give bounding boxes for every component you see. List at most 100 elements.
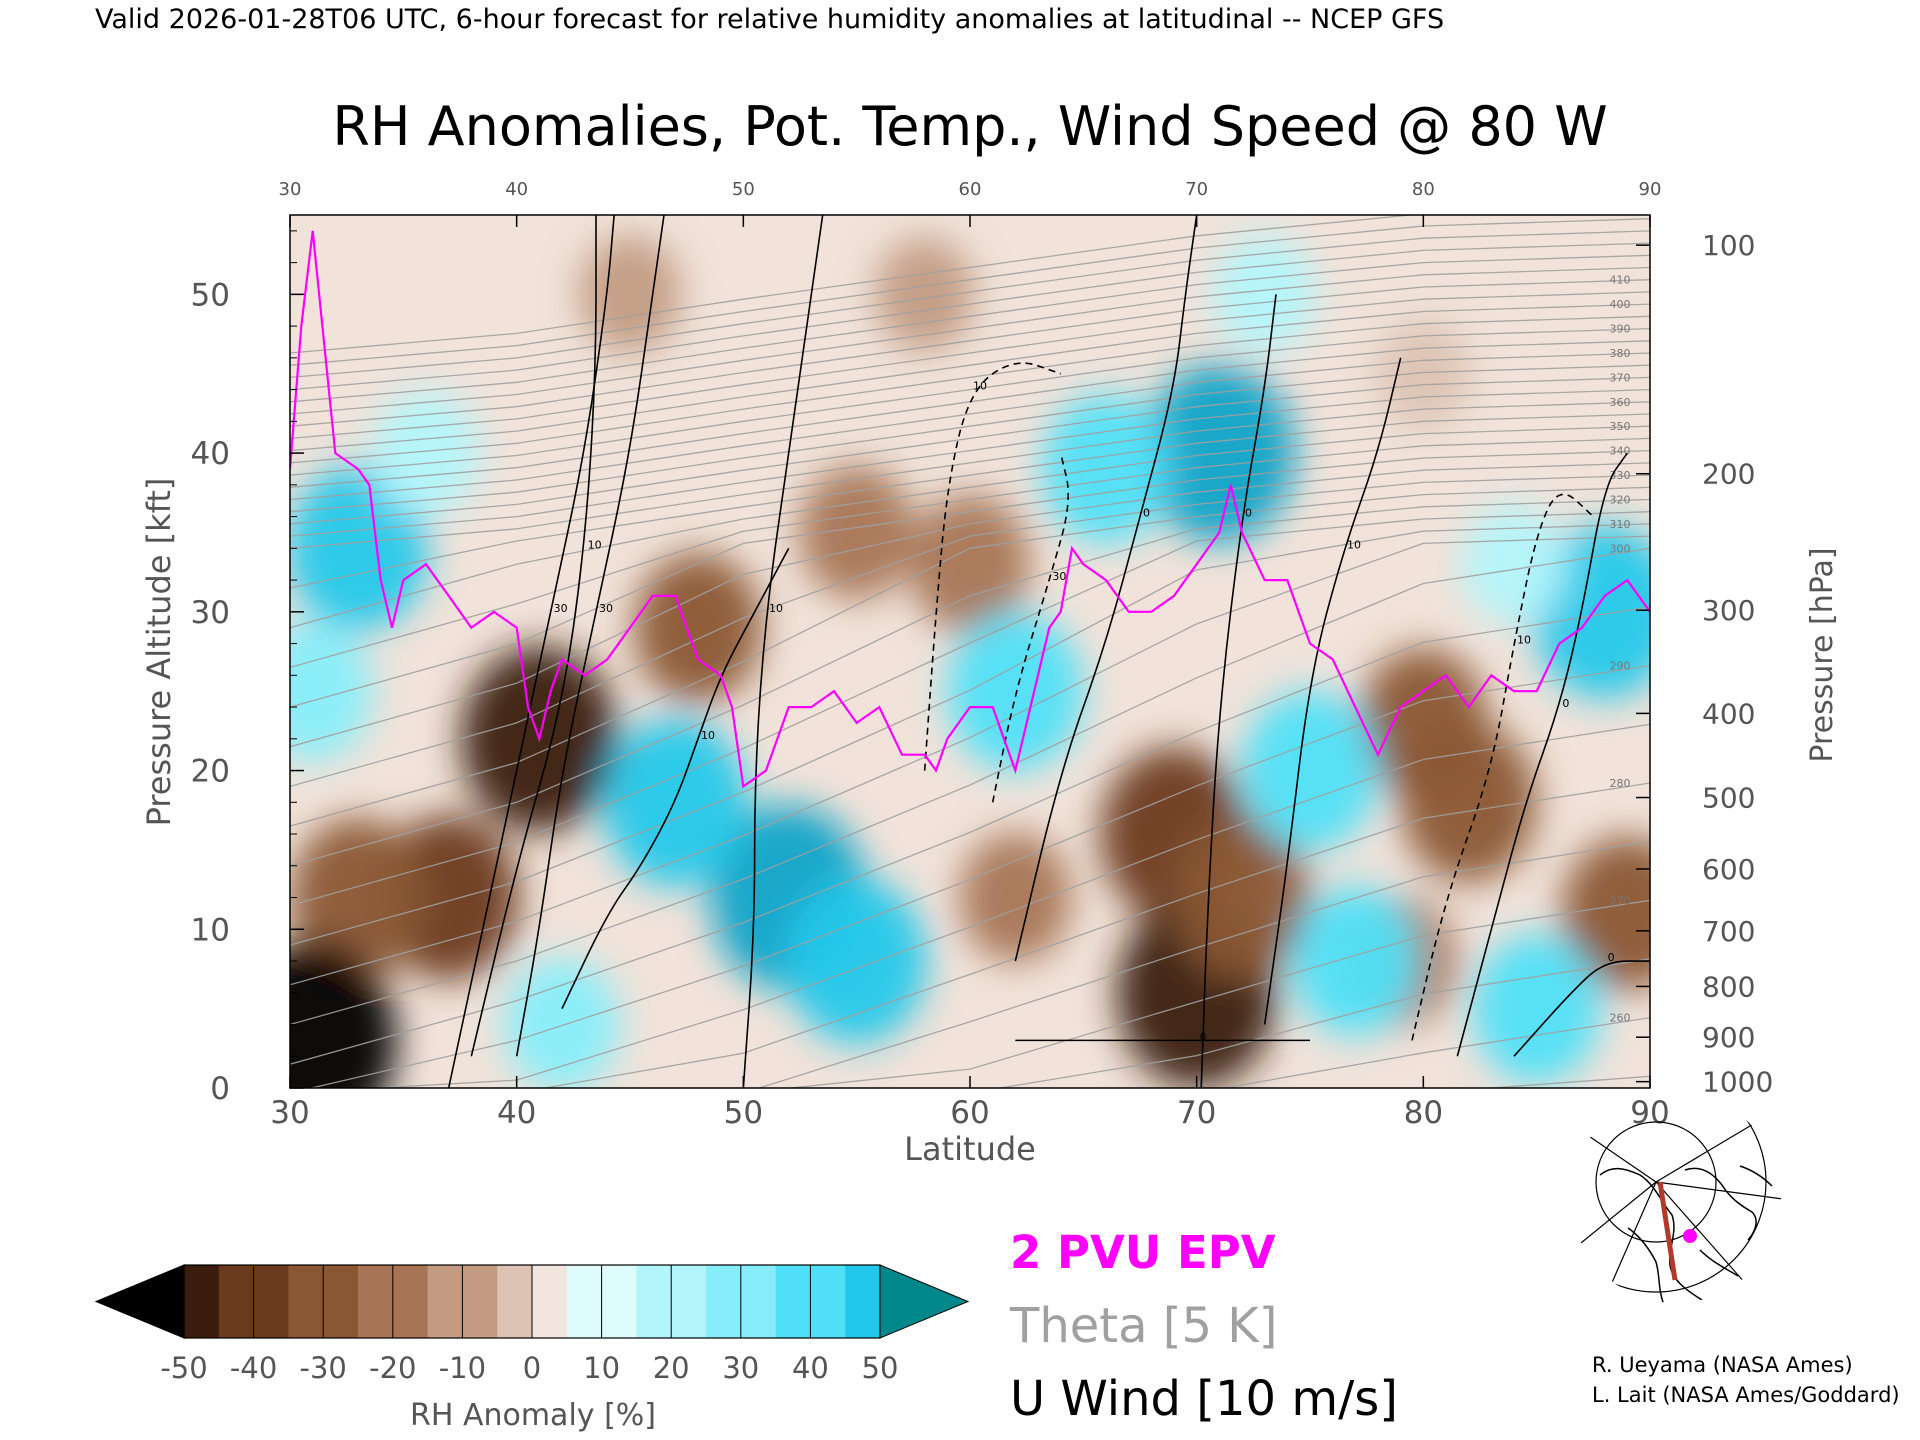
u-wind-label: 0: [1608, 951, 1615, 964]
u-wind-contour: [1200, 294, 1277, 1088]
colorbar-segment: [532, 1265, 568, 1338]
x-tick-label: 30: [270, 1095, 309, 1131]
rh-blob: [1400, 722, 1537, 883]
colorbar-segment: [810, 1265, 846, 1338]
u-wind-contour: [1456, 452, 1628, 1057]
colorbar-label: RH Anomaly [%]: [410, 1398, 656, 1433]
y-tick-label: 30: [191, 595, 230, 631]
colorbar-segment: [740, 1265, 777, 1338]
pressure-tick-label: 600: [1702, 853, 1755, 886]
theta-label: 300: [1610, 542, 1631, 555]
pressure-tick-label: 200: [1702, 458, 1755, 491]
x-tick-label-top: 80: [1412, 179, 1435, 200]
colorbar-segment: [566, 1265, 602, 1338]
colorbar-over-triangle: [879, 1264, 970, 1339]
u-wind-label: 30: [599, 602, 613, 615]
rh-blob: [603, 717, 748, 888]
colorbar-segment: [427, 1265, 463, 1338]
theta-label: 370: [1610, 371, 1631, 384]
theta-contour: [290, 437, 1650, 669]
x-tick-label-top: 70: [1185, 179, 1208, 200]
theta-contour: [1221, 1016, 1650, 1088]
colorbar-segment: [601, 1265, 637, 1338]
colorbar-tick-label: 0: [523, 1351, 541, 1385]
colorbar-segment: [218, 1265, 254, 1338]
theta-contour: [290, 254, 1650, 403]
y-tick-label: 10: [191, 912, 230, 948]
rh-blob: [1561, 836, 1650, 991]
theta-contour: [290, 376, 1650, 525]
rh-blob: [1042, 393, 1170, 544]
x-tick-label-top: 50: [732, 179, 755, 200]
theta-label: 360: [1610, 396, 1631, 409]
u-wind-label: 0: [1245, 507, 1252, 520]
theta-contour: [290, 413, 1650, 589]
theta-contour: [290, 352, 1650, 501]
theta-contour: [541, 782, 1650, 1088]
y2-axis-label: Pressure [hPa]: [1805, 547, 1840, 762]
colorbar-tick-label: 40: [792, 1351, 829, 1385]
x-tick-label: 80: [1404, 1095, 1443, 1131]
theta-label: 410: [1610, 274, 1631, 287]
x-axis-label: Latitude: [904, 1130, 1036, 1168]
rh-blob: [910, 494, 1030, 635]
u-wind-contour: [470, 215, 597, 1057]
colorbar-under-triangle: [94, 1264, 185, 1339]
y-tick-label: 50: [191, 277, 230, 313]
colorbar-tick-label: -40: [230, 1351, 277, 1385]
theta-contour: [290, 511, 1650, 907]
pressure-tick-label: 500: [1702, 782, 1755, 815]
x-tick-label: 50: [724, 1095, 763, 1131]
theta-label: 320: [1610, 493, 1631, 506]
theta-label: 340: [1610, 445, 1631, 458]
rh-blob: [290, 817, 426, 978]
theta-contour: [290, 486, 1650, 827]
colorbar-segment: [845, 1265, 880, 1338]
rh-blob: [290, 465, 429, 632]
theta-label: 280: [1610, 777, 1631, 790]
rh-blob: [1291, 886, 1420, 1037]
theta-contour: [290, 215, 1418, 354]
rh-blob: [875, 237, 975, 352]
header-text: Valid 2026-01-28T06 UTC, 6-hour forecast…: [95, 4, 1444, 35]
u-wind-label: 30: [1052, 570, 1066, 583]
colorbar-tick-label: -20: [369, 1351, 416, 1385]
theta-contour: [290, 498, 1650, 867]
u-wind-contour: [1263, 357, 1402, 1025]
theta-contour: [290, 388, 1650, 537]
theta-contour: [290, 425, 1650, 629]
x-axis: 30 40 50 60 70 80 90: [270, 1076, 1670, 1131]
theta-label: 400: [1610, 298, 1631, 311]
rh-blob: [290, 621, 373, 762]
theta-label: 380: [1610, 347, 1631, 360]
pressure-tick-label: 700: [1702, 915, 1755, 948]
rh-blob: [504, 957, 620, 1088]
theta-contour: [290, 462, 1650, 748]
rh-blob: [947, 611, 1084, 772]
rh-blob: [1462, 504, 1566, 625]
theta-contour: [757, 840, 1650, 1088]
theta-label: 270: [1610, 894, 1631, 907]
x-tick-label-top: 60: [959, 179, 982, 200]
rh-blob: [371, 390, 481, 517]
colorbar-tick-label: 20: [653, 1351, 690, 1385]
colorbar-tick-label: -10: [439, 1351, 486, 1385]
theta-label: 390: [1610, 323, 1631, 336]
colorbar-tick-label: -30: [300, 1351, 347, 1385]
theta-contour: [290, 364, 1650, 513]
y-tick-label: 0: [210, 1071, 230, 1107]
colorbar-tick-label: 10: [583, 1351, 620, 1385]
colorbar-tick-label: -50: [160, 1351, 207, 1385]
theta-contour: [290, 315, 1650, 464]
rh-blob: [578, 235, 682, 354]
pressure-axis: 100 200 300 400 500 600 700 800 900 1000: [1636, 229, 1773, 1099]
theta-contour: [290, 291, 1650, 440]
u-wind-label: 10: [1347, 538, 1361, 551]
theta-contour: [290, 303, 1650, 452]
theta-label: 290: [1610, 660, 1631, 673]
u-wind-contour: [561, 547, 790, 1009]
pressure-tick-label: 100: [1702, 229, 1755, 262]
rh-blob: [1375, 318, 1472, 429]
rh-blob: [634, 552, 762, 703]
u-wind-label: 10: [588, 538, 602, 551]
